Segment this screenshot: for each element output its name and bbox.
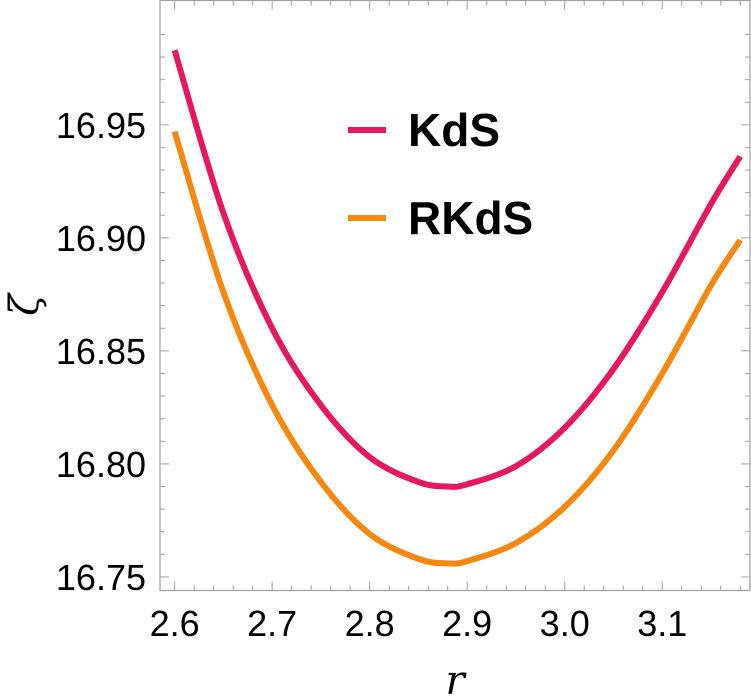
x-axis-label: r — [445, 658, 467, 696]
axis-ticks — [160, 0, 750, 591]
x-tick-label: 2.7 — [247, 603, 297, 644]
x-tick-label: 3.1 — [637, 603, 687, 644]
y-axis-label: ζ — [2, 292, 48, 316]
legend: KdS RKdS — [348, 104, 533, 244]
x-tick-label: 3.0 — [540, 603, 590, 644]
y-tick-labels: 16.75 16.80 16.85 16.90 16.95 — [56, 105, 146, 598]
legend-label: KdS — [408, 104, 500, 156]
y-tick-label: 16.80 — [56, 444, 146, 485]
y-tick-label: 16.85 — [56, 331, 146, 372]
x-tick-label: 2.8 — [345, 603, 395, 644]
x-tick-labels: 2.6 2.7 2.8 2.9 3.0 3.1 — [150, 603, 688, 644]
series-line-kds — [171, 49, 743, 490]
legend-label: RKdS — [408, 192, 533, 244]
plot-frame — [159, 0, 751, 592]
y-tick-label: 16.95 — [56, 105, 146, 146]
y-tick-label: 16.90 — [56, 218, 146, 259]
x-tick-label: 2.9 — [442, 603, 492, 644]
x-tick-label: 2.6 — [150, 603, 200, 644]
y-tick-label: 16.75 — [56, 557, 146, 598]
series-line-rkds — [171, 130, 743, 567]
series-lines — [171, 49, 743, 567]
